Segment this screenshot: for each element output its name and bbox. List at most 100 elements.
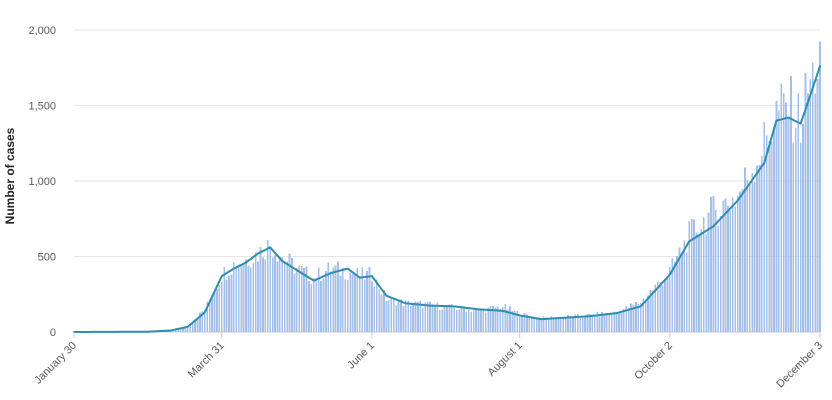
case-bar [368,266,371,332]
case-bar [206,301,209,332]
case-bar [257,261,259,332]
case-bar [530,318,533,332]
case-bar [315,280,318,332]
case-bar [652,290,654,332]
case-bar [598,316,601,332]
y-tick-label: 1,500 [28,101,56,113]
x-tick-label: June 1 [345,340,377,372]
x-tick-label: January 30 [32,340,79,387]
case-bar [705,234,708,332]
case-bar [678,247,681,332]
case-bar [385,301,388,332]
case-bar [809,79,812,333]
case-bar [494,307,497,332]
case-bar [685,252,688,332]
case-bar [744,167,746,332]
case-bar [225,279,228,332]
case-bar [414,301,417,332]
case-bar [337,261,339,332]
case-bar [375,279,378,332]
case-bar [586,313,589,332]
case-bar [567,315,569,332]
case-bar [417,301,419,332]
case-bar [622,309,625,332]
case-bar [179,327,182,332]
case-bar [729,210,732,332]
case-bar [702,217,705,332]
case-bar [802,123,804,332]
case-bar [392,297,395,332]
case-bar [668,267,671,332]
case-bar [404,300,407,332]
case-bar [746,180,749,332]
case-bar [242,263,245,332]
case-bar [603,314,606,332]
case-bar [516,310,519,332]
case-bar [579,316,582,332]
case-bar [739,191,741,332]
case-bar [489,306,492,332]
case-bar [649,290,652,332]
case-bar [402,305,405,332]
case-bar [753,181,756,332]
case-bar [291,258,293,332]
moving-average-path [73,65,821,333]
case-bar [194,319,196,332]
case-bar [409,306,412,332]
case-bar [322,278,325,332]
case-bar [630,303,632,332]
case-bar [698,235,700,332]
case-bar [610,314,613,332]
case-bar [271,257,274,332]
case-bar [695,232,698,332]
case-bar [174,329,177,332]
case-bar [460,305,463,332]
case-bar [363,279,366,332]
case-bar [676,256,678,332]
case-bar [191,322,194,332]
y-tick-label: 1,000 [28,176,56,188]
case-bar [203,310,206,332]
case-bar [208,299,211,332]
case-bar [785,102,787,333]
case-bar [782,93,785,332]
case-bar [724,198,727,332]
case-bar [644,299,647,332]
case-bar [308,281,310,332]
case-bar [775,100,778,332]
case-bar [559,318,562,332]
case-bar [276,261,279,332]
case-bar [707,212,710,332]
case-bar [325,271,327,332]
case-bar [492,305,494,332]
case-bar [756,165,758,332]
case-bar [814,93,817,332]
case-bar [787,118,790,333]
case-bar [431,304,434,332]
case-bar [249,267,252,332]
case-bar [262,257,264,332]
case-bar [421,307,424,332]
case-bar [794,128,797,332]
case-bar [356,268,359,332]
case-bar [688,221,691,332]
case-bar [426,301,429,332]
case-bar [177,328,180,332]
case-bar [790,75,792,332]
y-tick-label: 500 [38,252,56,264]
case-bar [768,141,770,332]
case-bar [727,205,729,332]
case-bar [344,279,347,332]
case-bar [199,312,201,332]
case-bar [562,316,565,332]
case-bar [528,316,531,332]
case-bar [349,272,351,332]
case-bar [482,308,485,332]
case-bar [412,304,414,332]
case-bar [499,309,502,332]
case-bar [642,298,645,332]
case-bar [555,317,557,332]
case-bar [293,273,296,332]
case-bar [182,326,184,332]
case-bar [763,122,766,332]
